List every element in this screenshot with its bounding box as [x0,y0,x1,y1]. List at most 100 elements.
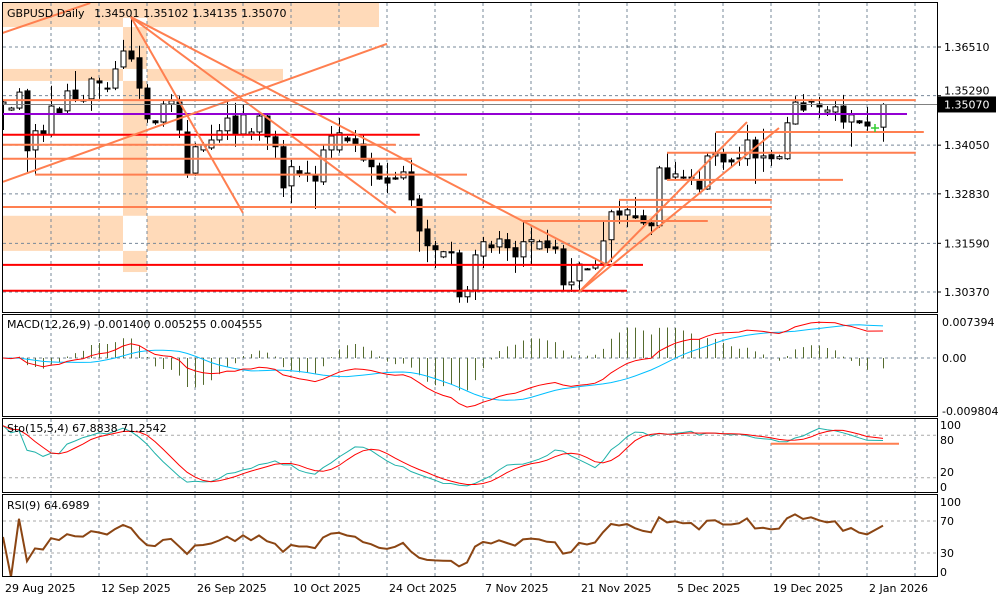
candle[interactable] [288,159,295,204]
trend-line[interactable] [3,42,388,183]
candle[interactable] [704,152,711,190]
candle[interactable] [552,239,559,254]
candle-body-bearish [432,245,439,251]
candle[interactable] [344,135,351,143]
candle[interactable] [568,258,575,292]
candle[interactable] [312,165,319,210]
candle-body-bearish [144,87,151,120]
candle-body-bullish [784,122,791,160]
current-price-box [938,96,996,113]
candle[interactable] [328,126,335,158]
candle[interactable] [256,112,263,141]
stochastic-main-value: 67.8838 [72,422,118,435]
candle[interactable] [672,161,679,180]
candle[interactable] [520,220,527,267]
candle[interactable] [376,162,383,180]
candle[interactable] [488,240,495,253]
candle[interactable] [608,209,615,263]
candle-body-bearish [392,177,399,180]
macd-pane-border [2,314,938,417]
candle[interactable] [656,165,663,228]
candle[interactable] [72,70,79,103]
candle[interactable] [856,120,863,125]
trend-line[interactable] [2,3,91,34]
candle-body-bullish [600,240,607,265]
candle[interactable] [112,60,119,91]
candle[interactable] [320,144,327,186]
candle[interactable] [440,250,447,259]
trend-line[interactable] [130,16,397,214]
candle[interactable] [144,84,151,123]
trend-line[interactable] [578,127,780,293]
candle[interactable] [56,106,63,115]
candle[interactable] [832,100,839,121]
candle[interactable] [32,124,39,175]
candle[interactable] [624,205,631,227]
stochastic-signal-value: 71.2542 [121,422,167,435]
candle[interactable] [96,77,103,99]
candle[interactable] [496,230,503,254]
candle[interactable] [640,209,647,225]
zone-rectangle[interactable] [2,2,379,28]
rsi-title: RSI(9) [7,499,40,512]
candle[interactable] [512,240,519,273]
candle[interactable] [224,100,231,140]
trend-line[interactable] [130,16,608,266]
date-axis-label: 7 Nov 2025 [485,582,548,595]
candle[interactable] [584,268,591,271]
candle-body-bearish [104,87,111,90]
candle[interactable] [680,169,687,180]
stochastic-pane[interactable] [3,419,937,492]
candle-body-bearish [856,120,863,124]
candle[interactable] [800,94,807,113]
candle-body-bearish [416,198,423,232]
candle[interactable] [536,239,543,250]
candle[interactable] [8,106,15,111]
price-pane[interactable] [1,2,937,312]
candle[interactable] [448,241,455,265]
candle-body-bearish [296,170,303,175]
candle[interactable] [432,240,439,269]
candle-body-bearish [312,175,319,182]
candle[interactable] [392,171,399,180]
candle[interactable] [120,39,127,69]
candle[interactable] [728,157,735,168]
date-axis-label: 5 Dec 2025 [677,582,740,595]
candle-body-bearish [128,50,135,60]
rsi-pane[interactable] [3,495,937,577]
macd-axis-label: -0.009804 [942,405,998,418]
candle[interactable] [776,154,783,160]
candle[interactable] [408,159,415,208]
candle[interactable] [504,232,511,261]
candle-body-bullish [520,241,527,258]
candle[interactable] [152,120,159,125]
candle[interactable] [616,199,623,224]
candle-body-bullish [704,155,711,190]
trend-line[interactable] [578,121,748,293]
candle[interactable] [528,227,535,265]
candle[interactable] [760,128,767,172]
macd-pane[interactable] [3,315,937,416]
candle[interactable] [384,162,391,194]
candle[interactable] [424,219,431,263]
candle[interactable] [128,15,135,62]
stochastic-label: Sto(15,5,4) 67.8838 71.2542 [7,422,167,435]
candle[interactable] [416,195,423,252]
trend-line[interactable] [130,16,244,214]
candle[interactable] [280,139,287,198]
candle-body-bearish [800,102,807,111]
candle-body-bullish [672,173,679,178]
candle[interactable] [456,249,463,303]
candle[interactable] [560,244,567,291]
candle-body-bearish [272,136,279,148]
candle[interactable] [696,169,703,194]
candle[interactable] [480,236,487,269]
candle[interactable] [136,45,143,99]
candle[interactable] [864,106,871,131]
price-axis-label: 1.35290 [944,84,990,97]
candle[interactable] [104,82,111,93]
candle[interactable] [88,76,95,111]
price-axis-label: 1.31590 [944,237,990,250]
date-axis-label: 2 Jan 2026 [869,582,928,595]
